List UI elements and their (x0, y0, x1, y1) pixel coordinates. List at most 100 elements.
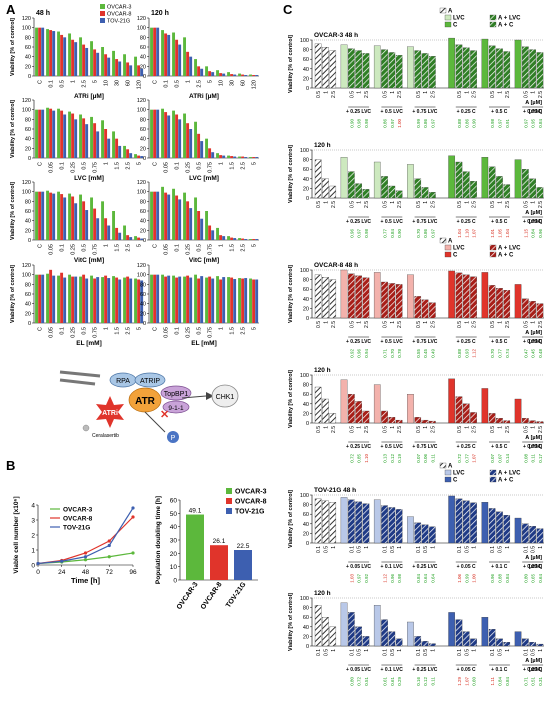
cdi-value: 1.00 (472, 574, 477, 583)
bar (63, 37, 67, 76)
cdi-value: 0.96 (538, 229, 543, 238)
bar-hatch (503, 420, 510, 423)
bar (322, 617, 329, 647)
cdi-value: 0.86 (423, 229, 428, 238)
x-axis-label: LVC [mM] (189, 175, 219, 182)
bar (322, 47, 329, 89)
bar-hatch (536, 303, 544, 318)
x-tick-label: 2.5 (430, 426, 436, 433)
x-tick-label: 2.5 (197, 80, 203, 88)
bar-hatch (529, 301, 536, 318)
bar (156, 274, 160, 323)
bar (126, 149, 130, 158)
bar (252, 239, 256, 240)
bar (373, 384, 381, 424)
x-tick-label: 120 (252, 80, 258, 89)
group-label: + 0.1 C (491, 564, 508, 570)
bar (340, 44, 348, 89)
bar (194, 274, 198, 323)
bar (74, 276, 78, 323)
panel-label-c: C (283, 2, 293, 17)
bar-hatch (414, 417, 421, 423)
cdi-value: 0.98 (364, 119, 369, 128)
bar (63, 197, 67, 240)
bar-hatch (503, 184, 510, 198)
bar (112, 211, 116, 240)
group-label: + 0.25 C (457, 444, 476, 450)
bar (407, 274, 414, 319)
x-tick-label: 5 (93, 80, 99, 83)
cdi-value: 0.06 (423, 454, 428, 463)
bar (216, 153, 220, 158)
x-tick-label: 0.75 (208, 327, 214, 338)
bar-hatch (381, 619, 388, 646)
y-tick-label: 20 (25, 146, 31, 152)
bar-hatch (429, 526, 436, 543)
x-tick-label: 0.5 (383, 321, 389, 328)
bar (200, 141, 204, 158)
x-tick-label: 0.1 (60, 327, 66, 335)
bar-hatch (522, 169, 529, 198)
bar (175, 39, 179, 76)
bar (79, 114, 83, 158)
bar-hatch (489, 285, 496, 318)
x-tick-label: 0.1 (457, 649, 463, 656)
bar (137, 65, 141, 76)
bar (85, 124, 89, 158)
bar (249, 157, 253, 158)
phosphate-label: P (171, 435, 176, 442)
bar (233, 156, 237, 158)
bar (448, 495, 455, 544)
bar (340, 157, 348, 199)
cdi-value: 0.92 (364, 574, 369, 583)
bar (186, 123, 190, 158)
bar-hatch (381, 411, 388, 423)
x-tick-label: 0.5 (416, 201, 422, 208)
bar (167, 275, 171, 323)
x-tick-label: 2.5 (472, 91, 478, 98)
x-tick-label: 1 (430, 649, 436, 652)
cdi-value: 0.80 (349, 677, 354, 686)
topbp1-label: TopBP1 (164, 391, 189, 398)
y-tick-label: 80 (303, 278, 309, 284)
bar (211, 278, 215, 323)
bar (219, 73, 223, 76)
bar-hatch (348, 273, 355, 318)
bar (68, 111, 72, 158)
bar (186, 514, 204, 580)
bar (93, 208, 97, 240)
cdi-value: 0.96 (390, 574, 395, 583)
y-tick-label: 100 (300, 373, 309, 379)
bar (71, 113, 75, 158)
x-tick-label: 0.5 (390, 546, 396, 553)
atrip-node (134, 372, 166, 388)
x-tick-label: 1 (104, 327, 110, 330)
group-label: + 0.1 LVC (381, 667, 404, 673)
cdi-value: 0.08 (523, 454, 528, 463)
cdi-value: 0.13 (383, 454, 388, 463)
cdi-value: 0.91 (505, 119, 510, 128)
x-tick-label: 5 (252, 162, 258, 165)
x-tick-label: 1 (323, 201, 329, 204)
x-tick-label: 2.5 (538, 201, 544, 208)
y-axis-label: Population doubling time [h] (155, 496, 162, 584)
y-tick-label: 100 (22, 26, 31, 32)
x-axis-label: Time [h] (71, 576, 101, 585)
x-tick-label: 2.5 (430, 201, 436, 208)
y-tick-label: 80 (303, 158, 309, 164)
bar (41, 109, 45, 158)
x-tick-label: 2.5 (430, 91, 436, 98)
bar (329, 502, 337, 544)
bar (52, 31, 56, 76)
y-tick-label: 120 (22, 16, 31, 22)
cdi-value: 0.96 (357, 349, 362, 358)
bar (230, 237, 234, 240)
x-tick-label: 1 (357, 201, 363, 204)
group-label: + 0.5 C (491, 339, 508, 345)
x-tick-label: 2.5 (430, 321, 436, 328)
y-tick-label: 60 (140, 209, 146, 215)
bar (186, 201, 190, 240)
y-tick-label: 80 (303, 606, 309, 612)
cdi-value: 0.97 (430, 229, 435, 238)
